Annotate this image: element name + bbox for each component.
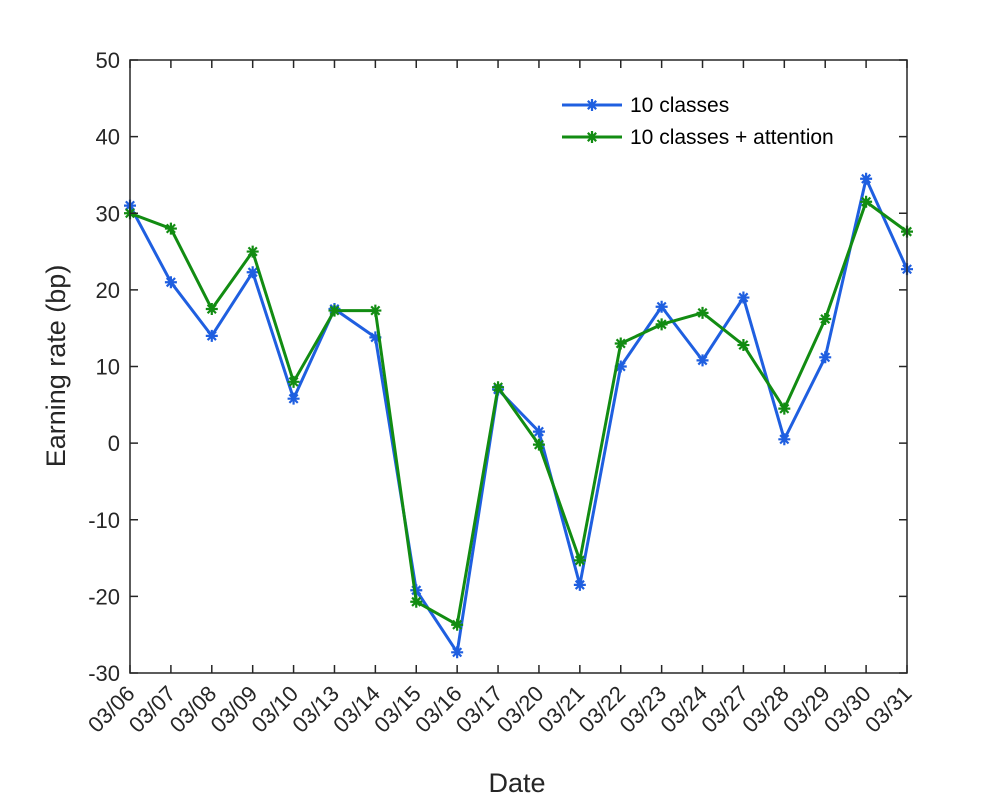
series-line [128, 177, 909, 654]
data-point [369, 331, 382, 344]
data-point [287, 375, 300, 388]
y-tick-label: 30 [96, 201, 120, 226]
x-tick-label: 03/31 [860, 681, 917, 738]
x-tick-label: 03/15 [369, 681, 426, 738]
legend-label: 10 classes [630, 94, 729, 117]
data-point [532, 425, 545, 438]
data-point [246, 245, 259, 258]
data-point [614, 360, 627, 373]
x-tick-label: 03/24 [655, 681, 712, 738]
series-line [129, 200, 908, 627]
data-point [860, 195, 873, 208]
series-layer [124, 172, 913, 659]
y-tick-label: 0 [108, 431, 120, 456]
y-tick-label: -10 [88, 508, 120, 533]
legend: 10 classes 10 classes + attention [562, 94, 834, 149]
data-point [655, 300, 668, 313]
legend-marker [586, 131, 598, 143]
data-point [696, 306, 709, 319]
data-point [492, 381, 505, 394]
x-axis-title: Date [488, 768, 545, 798]
x-tick-label: 03/14 [328, 681, 385, 738]
x-tick-label: 03/08 [165, 681, 222, 738]
x-tick-label: 03/20 [492, 681, 549, 738]
x-tick-label: 03/29 [778, 681, 835, 738]
data-point [205, 329, 218, 342]
data-point [819, 351, 832, 364]
data-point [328, 304, 341, 317]
data-point [737, 291, 750, 304]
data-point [410, 595, 423, 608]
data-point [205, 303, 218, 316]
x-tick-label: 03/16 [410, 681, 467, 738]
x-tick-label: 03/06 [83, 681, 140, 738]
y-tick-label: -20 [88, 584, 120, 609]
axes-layer [129, 59, 908, 674]
data-point [778, 433, 791, 446]
data-point [164, 276, 177, 289]
plot-area [130, 60, 907, 673]
y-tick-label: -30 [88, 661, 120, 686]
legend-marker [586, 99, 598, 111]
x-tick-label: 03/17 [451, 681, 508, 738]
data-point [451, 646, 464, 659]
x-tick-label: 03/23 [615, 681, 672, 738]
x-tick-label: 03/10 [247, 681, 304, 738]
legend-entry: 10 classes [562, 94, 729, 117]
x-tick-label: 03/22 [574, 681, 631, 738]
y-tick-label: 10 [96, 355, 120, 380]
data-point [369, 304, 382, 317]
x-tick-label: 03/30 [819, 681, 876, 738]
y-axis-title: Earning rate (bp) [41, 265, 71, 468]
y-tick-label: 20 [96, 278, 120, 303]
legend-label: 10 classes + attention [630, 126, 834, 149]
y-tick-label: 50 [96, 48, 120, 73]
data-point [737, 339, 750, 352]
data-point [573, 554, 586, 567]
x-tick-label: 03/09 [206, 681, 263, 738]
data-point [614, 337, 627, 350]
x-tick-label: 03/07 [124, 681, 181, 738]
x-tick-label: 03/27 [696, 681, 753, 738]
data-point [287, 392, 300, 405]
legend-entry: 10 classes + attention [562, 126, 834, 149]
data-point [819, 312, 832, 325]
x-tick-label: 03/21 [533, 681, 590, 738]
data-point [778, 402, 791, 415]
y-tick-label: 40 [96, 125, 120, 150]
data-point [655, 318, 668, 331]
plot-background [130, 60, 907, 673]
x-tick-label: 03/13 [287, 681, 344, 738]
data-point [860, 172, 873, 185]
data-point [246, 266, 259, 279]
data-point [451, 618, 464, 631]
data-point [696, 354, 709, 367]
data-point [164, 222, 177, 235]
data-point [532, 438, 545, 451]
data-point [410, 584, 423, 597]
x-tick-label: 03/28 [737, 681, 794, 738]
data-point [573, 578, 586, 591]
